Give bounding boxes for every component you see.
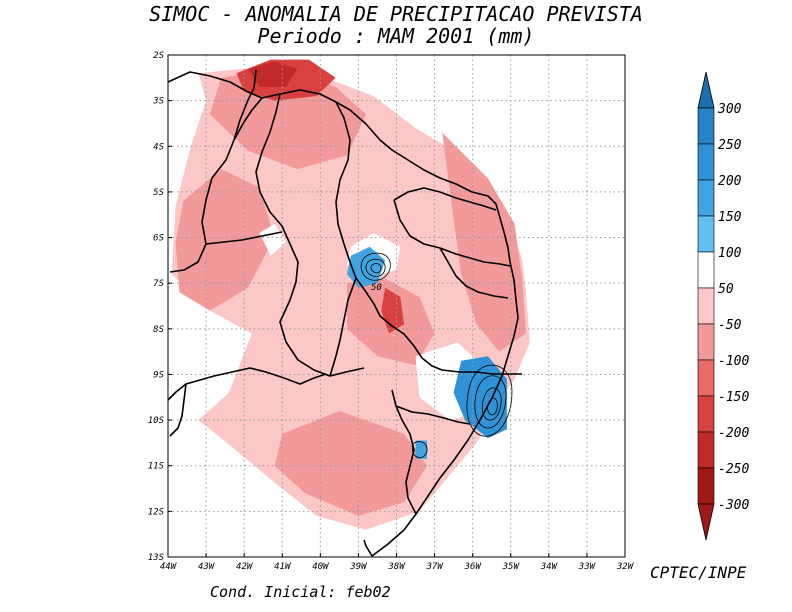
- x-tick-label: 35W: [502, 562, 521, 572]
- border-line: [205, 231, 283, 245]
- contour-line: [466, 364, 513, 437]
- contour-line: [370, 263, 382, 274]
- colorbar-arrow-bottom: [697, 503, 715, 541]
- colorbar-swatch: [697, 323, 715, 361]
- agency-credit: CPTEC/INPE: [650, 563, 747, 582]
- anomaly-region-2: [175, 169, 275, 311]
- border-line: [391, 389, 417, 515]
- x-tick-label: 36W: [464, 562, 483, 572]
- border-line: [355, 277, 522, 375]
- colorbar-swatch: [697, 215, 715, 253]
- x-tick-label: 34W: [540, 562, 559, 572]
- colorbar-label: 50: [718, 282, 734, 297]
- colorbar-label: -250: [718, 462, 749, 477]
- anomaly-region-14: [453, 356, 507, 439]
- border-line: [335, 101, 357, 279]
- x-tick-label: 37W: [425, 562, 444, 572]
- colorbar-label: 200: [718, 174, 742, 189]
- x-axis-ticks: 44W 43W 42W 41W 40W 39W 38W 37W 36W 35W 34W 33W 32W: [160, 553, 635, 572]
- colorbar-swatch: [697, 359, 715, 397]
- y-tick-label: 7S: [153, 279, 164, 289]
- colorbar-label: -150: [718, 390, 749, 405]
- chart-subtitle: Periodo : MAM 2001 (mm): [258, 24, 535, 48]
- colorbar: 300 250 200 150 100 50 -50 -100 -150 -200 -250 -300: [697, 71, 749, 541]
- contour-line: [365, 258, 386, 277]
- colorbar-swatch: [697, 287, 715, 325]
- border-line: [233, 69, 257, 141]
- colorbar-arrow-top: [697, 71, 715, 109]
- anomaly-region-15: [415, 440, 427, 459]
- y-tick-label: 6S: [153, 234, 164, 244]
- colorbar-swatch: [697, 107, 715, 145]
- x-tick-label: 32W: [616, 562, 635, 572]
- y-tick-label: 13S: [148, 553, 165, 563]
- colorbar-swatch: [697, 395, 715, 433]
- border-line: [169, 383, 187, 437]
- contour-line: [411, 441, 428, 458]
- colorbar-label: 300: [717, 102, 742, 117]
- colorbar-label: 150: [718, 210, 742, 225]
- colorbar-label: -200: [718, 426, 749, 441]
- y-axis-ticks: 2S 3S 4S 5S 6S 7S 8S 9S 10S 11S 12S 13S: [148, 51, 172, 563]
- border-line: [393, 187, 497, 211]
- y-tick-label: 5S: [153, 188, 164, 198]
- map-plot-area: 50 44W 43W 42W 41W 40W 39W 38W 37W 36W 35W 34W 33W 3…: [148, 51, 635, 572]
- border-line: [439, 247, 509, 299]
- x-tick-label: 39W: [349, 562, 368, 572]
- border-line: [167, 367, 327, 401]
- colorbar-swatch: [697, 431, 715, 469]
- x-tick-label: 42W: [236, 562, 254, 572]
- y-tick-label: 10S: [148, 416, 165, 426]
- colorbar-label: -50: [718, 318, 742, 333]
- y-tick-label: 9S: [153, 370, 164, 380]
- positive-contours: [360, 252, 513, 458]
- state-borders: [167, 69, 522, 557]
- colorbar-swatch: [697, 179, 715, 217]
- anomaly-region-3: [209, 68, 366, 170]
- y-tick-label: 4S: [153, 142, 164, 152]
- colorbar-swatch: [697, 467, 715, 505]
- colorbar-swatch: [697, 143, 715, 181]
- colorbar-label: -100: [718, 354, 749, 369]
- contour-line: [474, 375, 507, 429]
- border-line: [363, 539, 373, 557]
- colorbar-label: -300: [718, 498, 749, 513]
- x-tick-label: 38W: [387, 562, 406, 572]
- x-tick-label: 33W: [578, 562, 597, 572]
- border-line: [167, 71, 519, 557]
- y-tick-label: 2S: [153, 51, 164, 61]
- y-tick-label: 11S: [148, 462, 165, 472]
- colorbar-label: 100: [718, 246, 742, 261]
- contour-line: [360, 252, 391, 281]
- y-tick-label: 3S: [152, 97, 164, 107]
- x-tick-label: 43W: [198, 562, 216, 572]
- border-line: [329, 277, 357, 377]
- x-tick-label: 44W: [160, 562, 178, 572]
- contour-label: 50: [371, 283, 382, 293]
- colorbar-label: 250: [718, 138, 742, 153]
- border-line: [255, 93, 365, 377]
- anomaly-region-9: [274, 411, 427, 516]
- y-tick-label: 8S: [153, 325, 164, 335]
- border-line: [395, 405, 471, 425]
- y-tick-label: 12S: [148, 507, 165, 517]
- colorbar-swatch: [697, 251, 715, 289]
- anomaly-region-5: [248, 61, 298, 87]
- initial-condition-note: Cond. Inicial: feb02: [210, 583, 391, 601]
- border-line: [169, 97, 263, 273]
- border-line: [393, 199, 511, 267]
- x-tick-label: 41W: [274, 562, 292, 572]
- contour-line: [481, 387, 502, 421]
- chart-title: SIMOC - ANOMALIA DE PRECIPITACAO PREVIST…: [149, 2, 643, 26]
- x-tick-label: 40W: [312, 562, 330, 572]
